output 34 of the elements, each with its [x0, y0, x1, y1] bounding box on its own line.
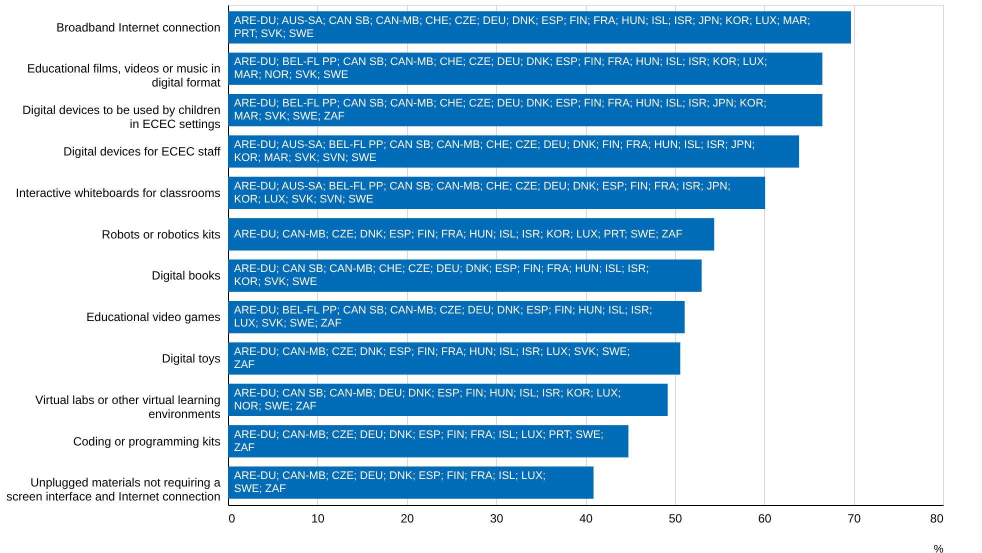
x-tick-label: 20	[400, 512, 414, 526]
y-tick-label: Digital devices to be used by children in ECEC settings	[22, 103, 220, 132]
x-tick-label: 10	[311, 512, 325, 526]
y-tick-label: Robots or robotics kits	[102, 227, 220, 242]
y-tick-label: Educational films, videos or music in digital format	[27, 62, 222, 90]
y-tick-label: Interactive whiteboards for classrooms	[16, 186, 220, 200]
data-label: ARE-DU; CAN SB; CAN-MB; DEU; DNK; ESP; FIN; HUN; ISL; ISR; KOR; LUX; NOR; SWE; ZAF	[234, 387, 621, 412]
y-tick-label: Digital devices for ECEC staff	[63, 144, 222, 159]
data-label: ARE-DU; BEL-FL PP; CAN SB; CAN-MB; CHE; CZE; DEU; DNK; ESP; FIN; FRA; HUN; ISL; ISR; KOR; LUX; MAR; NOR; SVK; SWE	[234, 56, 768, 82]
data-label: ARE-DU; BEL-FL PP; CAN SB; CAN-MB; CZE; DEU; DNK; ESP; FIN; HUN; ISL; ISR; LUX; SVK; SWE; ZAF	[234, 304, 652, 330]
x-tick-label: 0	[228, 512, 236, 526]
data-label: ARE-DU; CAN-MB; CZE; DEU; DNK; ESP; FIN; FRA; ISL; LUX; PRT; SWE; ZAF	[234, 428, 604, 454]
x-tick-label: 50	[668, 512, 682, 526]
y-tick-label: Unplugged materials not requiring a screen interface and Internet connection	[6, 476, 221, 504]
data-label: ARE-DU; AUS-SA; BEL-FL PP; CAN SB; CAN-MB; CHE; CZE; DEU; DNK; ESP; FIN; FRA; ISR; JPN; KOR; LUX; SVK; SVN; SWE	[234, 180, 731, 206]
data-label: ARE-DU; CAN SB; CAN-MB; CHE; CZE; DEU; DNK; ESP; FIN; FRA; HUN; ISL; ISR; KOR; SVK; SWE	[234, 263, 649, 288]
y-tick-label: Digital toys	[162, 351, 220, 366]
x-tick-label: 80	[930, 512, 944, 526]
data-label: ARE-DU; AUS-SA; CAN SB; CAN-MB; CHE; CZE; DEU; DNK; ESP; FIN; FRA; HUN; ISL; ISR; JPN; KOR; LUX; MAR; PRT; SVK; SWE	[234, 14, 810, 40]
y-tick-label: Coding or programming kits	[73, 434, 220, 448]
y-tick-label: Virtual labs or other virtual learning environments	[35, 392, 220, 421]
data-label: ARE-DU; CAN-MB; CZE; DNK; ESP; FIN; FRA; HUN; ISL; ISR; LUX; SVK; SWE; ZAF	[234, 346, 630, 371]
data-label: ARE-DU; AUS-SA; BEL-FL PP; CAN SB; CAN-MB; CHE; CZE; DEU; DNK; FIN; FRA; HUN; ISL; ISR; JPN; KOR; MAR; SVK; SVN; SWE	[234, 139, 755, 164]
x-tick-label: 30	[490, 512, 504, 526]
data-label: ARE-DU; BEL-FL PP; CAN SB; CAN-MB; CHE; CZE; DEU; DNK; ESP; FIN; FRA; HUN; ISL; ISR; JPN; KOR; MAR; SVK; SWE; ZAF	[234, 98, 767, 123]
y-tick-label: Digital books	[152, 268, 220, 283]
data-label: ARE-DU; CAN-MB; CZE; DNK; ESP; FIN; FRA; HUN; ISL; ISR; KOR; LUX; PRT; SWE; ZAF	[234, 228, 683, 240]
y-tick-label: Educational video games	[86, 310, 220, 324]
y-tick-label: Broadband Internet connection	[56, 20, 220, 34]
x-axis-title: %	[934, 544, 944, 553]
x-tick-label: 60	[758, 512, 772, 526]
data-label: ARE-DU; CAN-MB; CZE; DEU; DNK; ESP; FIN; FRA; ISL; LUX; SWE; ZAF	[234, 470, 546, 496]
x-tick-label: 70	[847, 512, 862, 526]
x-tick-label: 40	[579, 512, 593, 526]
